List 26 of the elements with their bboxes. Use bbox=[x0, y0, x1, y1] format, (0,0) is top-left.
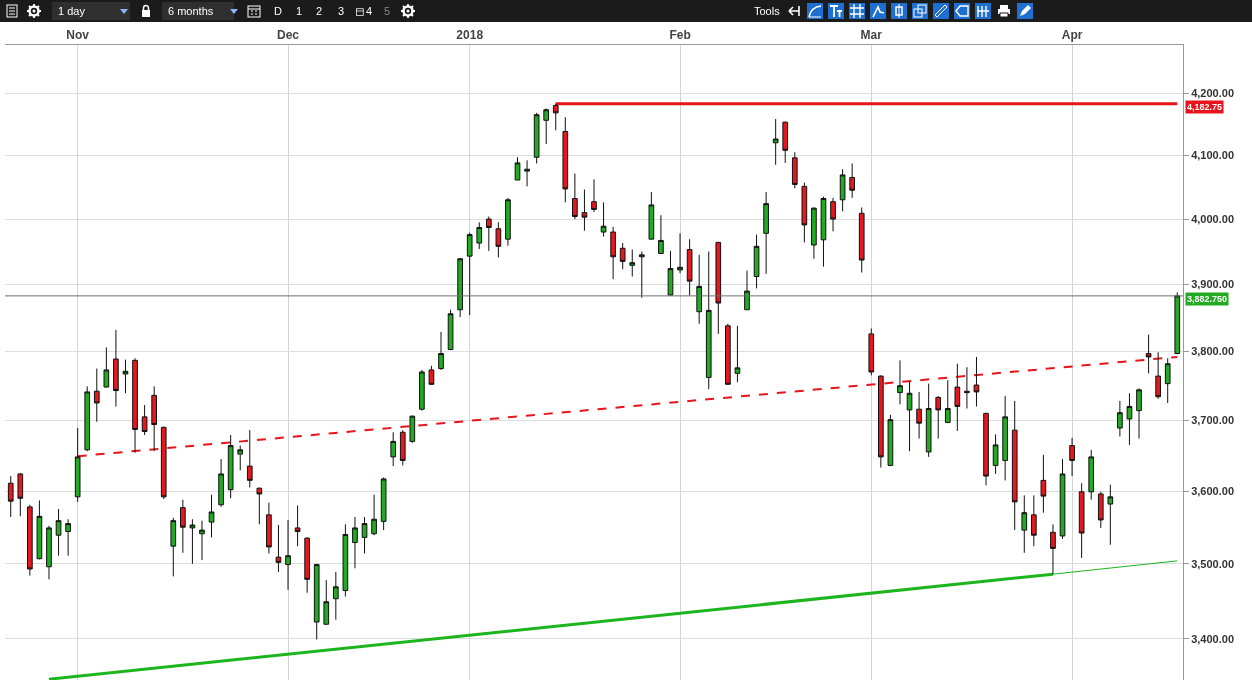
y-tick-label: 3,700.00 bbox=[1191, 414, 1235, 427]
y-tick-label: 3,400.00 bbox=[1191, 632, 1235, 645]
y-tick-label: 3,900.00 bbox=[1191, 278, 1235, 291]
text: 4 bbox=[366, 4, 373, 19]
x-tick-label: Mar bbox=[860, 28, 883, 43]
text: 6 months bbox=[162, 2, 234, 20]
y-tick-label: 4,200.00 bbox=[1191, 86, 1235, 99]
text: Tools bbox=[754, 4, 780, 19]
text: 5 bbox=[384, 4, 391, 19]
text: 3 bbox=[338, 4, 345, 19]
text: D bbox=[274, 4, 282, 19]
text: 1 day bbox=[52, 2, 130, 20]
x-tick-label: Nov bbox=[66, 28, 90, 43]
y-tick-label: 3,800.00 bbox=[1191, 345, 1235, 358]
ref-line-label: 3,882.750 bbox=[1187, 294, 1228, 304]
y-tick-label: 3,500.00 bbox=[1191, 557, 1235, 570]
x-tick-label: 2018 bbox=[456, 28, 484, 43]
y-tick-label: 4,100.00 bbox=[1191, 149, 1235, 162]
data-label: 4,182.75 bbox=[1187, 102, 1223, 112]
x-tick-label: Dec bbox=[277, 28, 300, 43]
y-tick-label: 4,000.00 bbox=[1191, 212, 1235, 225]
x-tick-label: Feb bbox=[669, 28, 691, 43]
text: 2 bbox=[316, 4, 323, 19]
y-tick-label: 3,600.00 bbox=[1191, 484, 1235, 497]
x-tick-label: Apr bbox=[1061, 28, 1083, 43]
text: 1 bbox=[296, 4, 303, 19]
